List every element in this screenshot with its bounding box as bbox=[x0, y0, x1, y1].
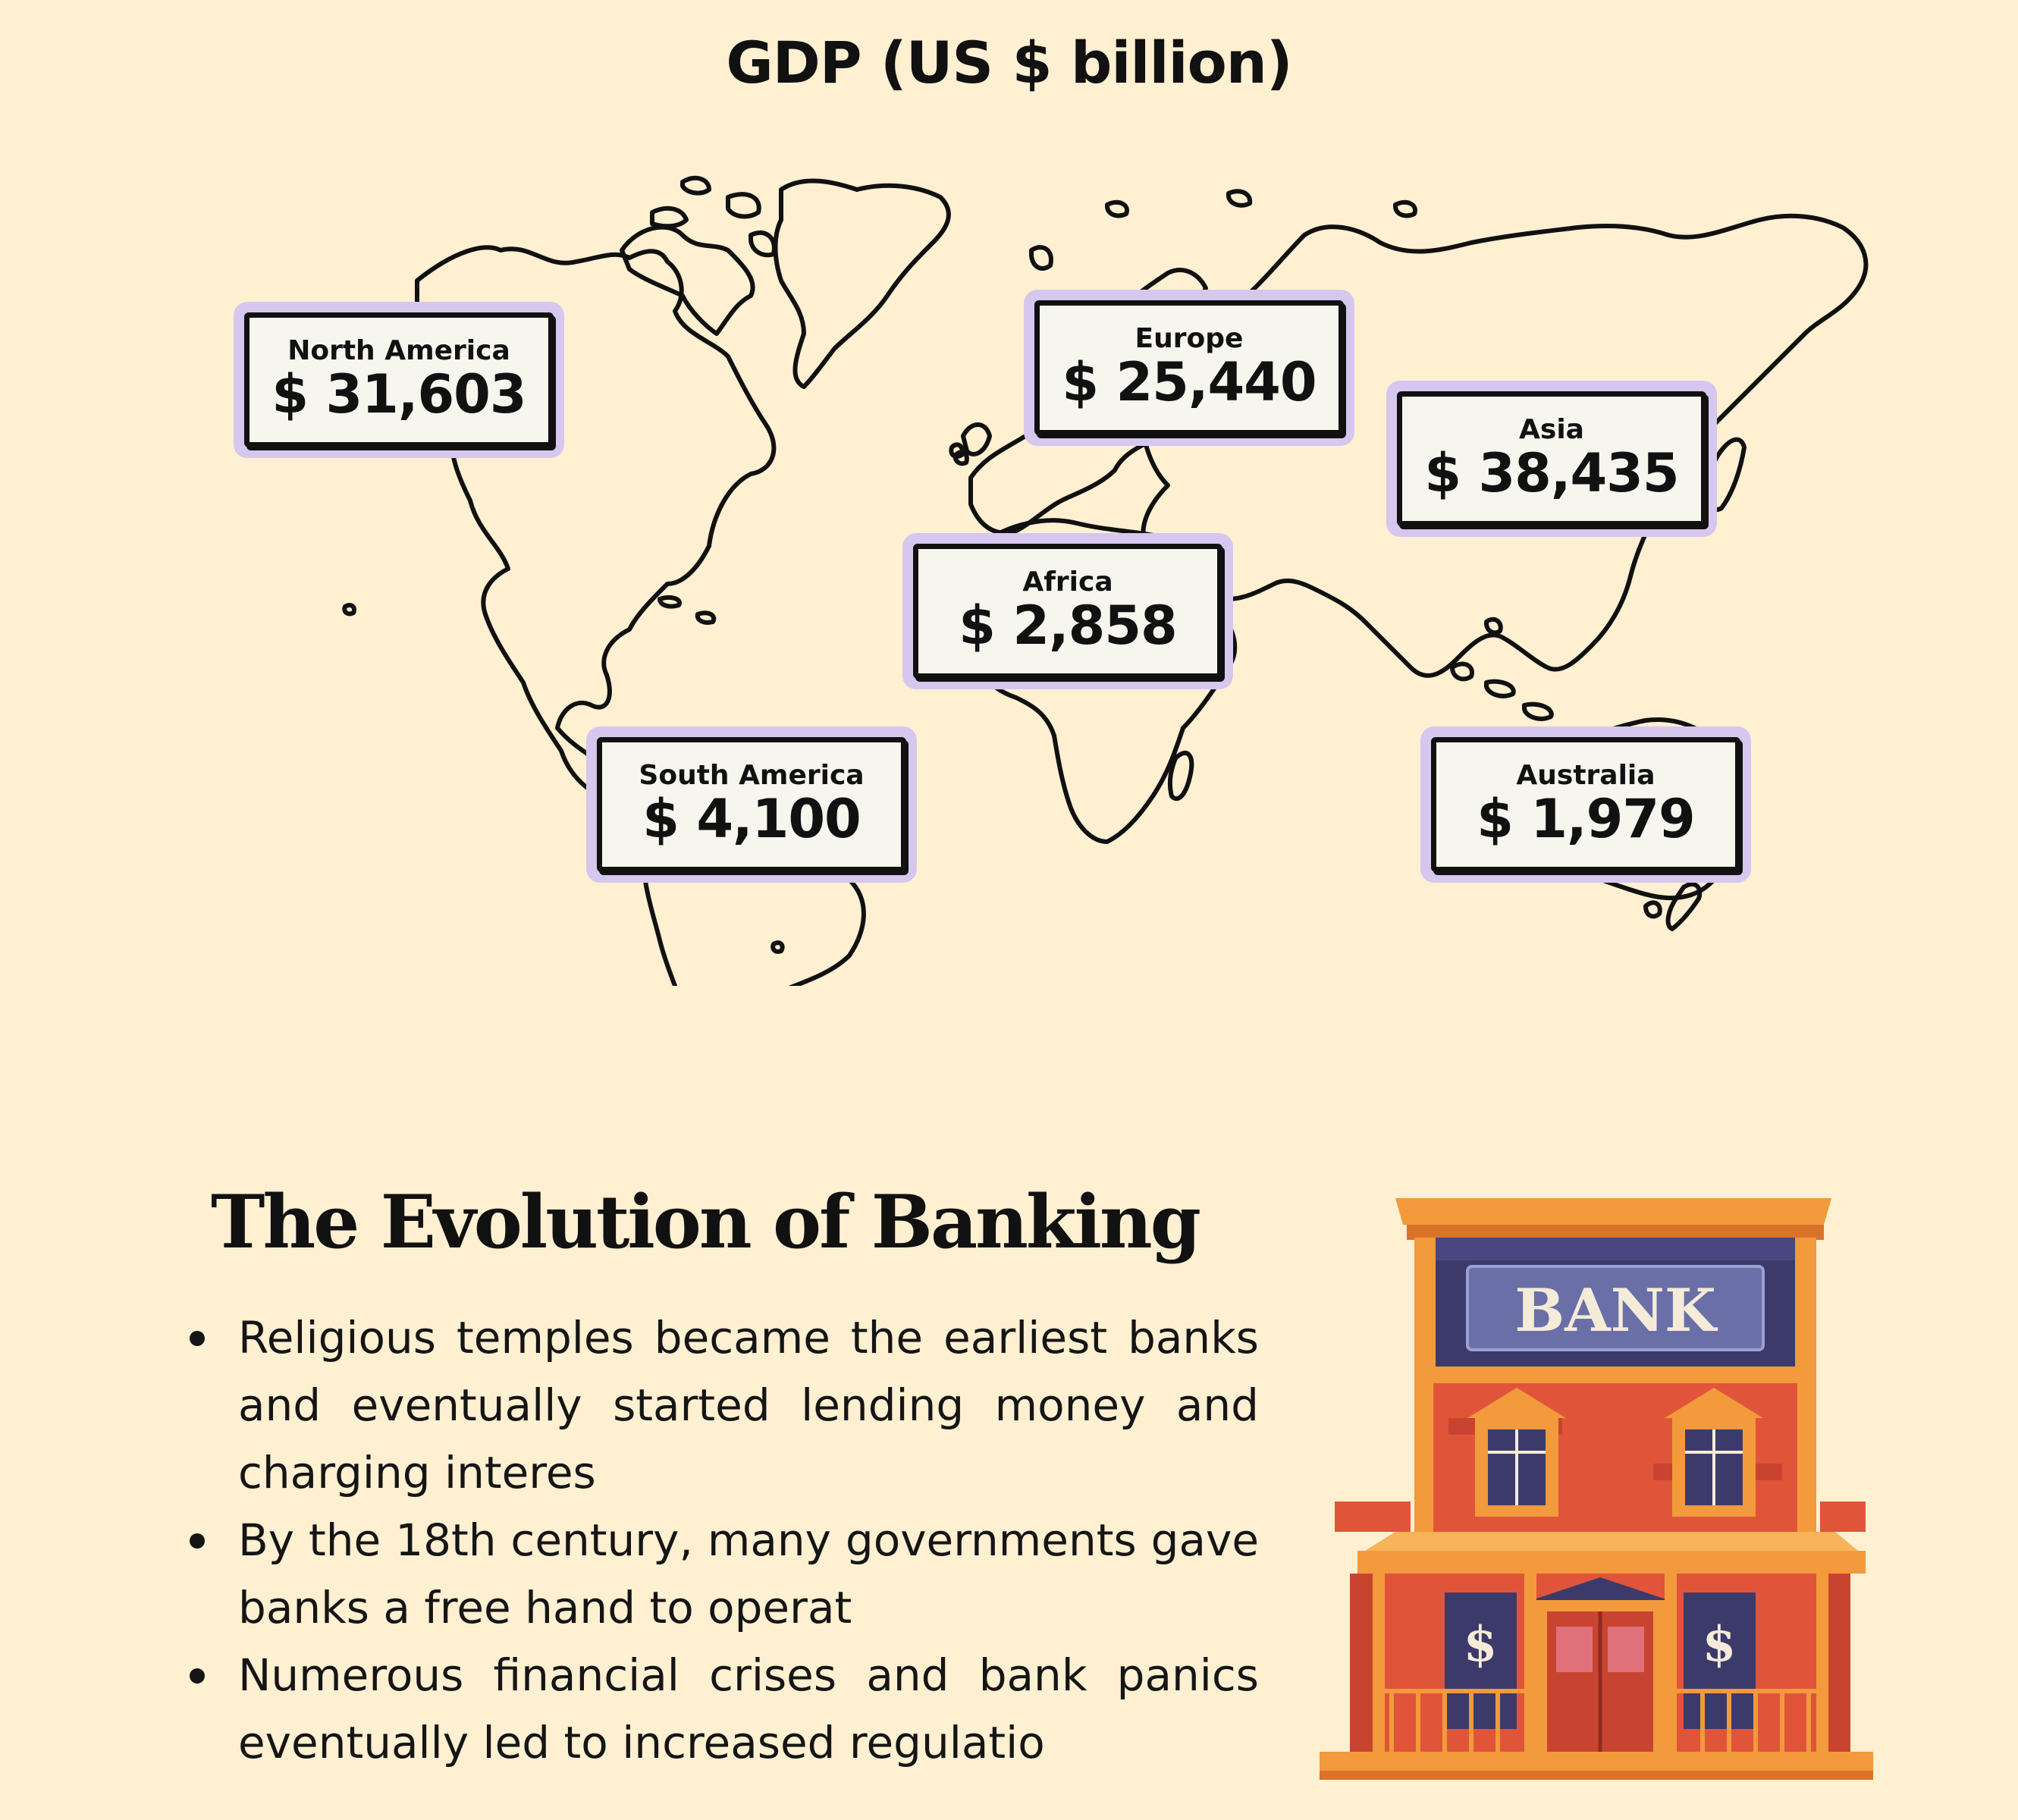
greenland-outline bbox=[773, 178, 951, 389]
bullet-list: Religious temples became the earliest ba… bbox=[190, 1304, 1259, 1777]
lower-window-right: $ bbox=[1684, 1592, 1756, 1729]
region-name: Asia bbox=[1519, 413, 1584, 445]
dollar-sign-left: $ bbox=[1464, 1616, 1498, 1673]
dollar-sign-right: $ bbox=[1703, 1616, 1737, 1673]
lower-window-left: $ bbox=[1445, 1592, 1517, 1729]
bullet-item: By the 18th century, many governments ga… bbox=[190, 1507, 1259, 1642]
region-gdp-value: $ 38,435 bbox=[1424, 442, 1679, 505]
section-heading: The Evolution of Banking bbox=[211, 1179, 1201, 1265]
region-card-africa: Africa $ 2,858 bbox=[902, 533, 1233, 689]
bullet-text: Numerous financial crises and bank panic… bbox=[238, 1649, 1259, 1768]
bullet-icon bbox=[190, 1533, 205, 1549]
region-card-asia: Asia $ 38,435 bbox=[1386, 381, 1717, 537]
region-card-australia: Australia $ 1,979 bbox=[1420, 726, 1751, 883]
region-card-inner: Asia $ 38,435 bbox=[1397, 391, 1706, 526]
porch-railing bbox=[1373, 1689, 1828, 1752]
uk-outline bbox=[961, 422, 992, 457]
bank-illustration: BANK $ $ bbox=[1320, 1198, 1873, 1780]
bullet-icon bbox=[190, 1331, 205, 1346]
bullet-icon bbox=[190, 1668, 205, 1684]
region-card-inner: Australia $ 1,979 bbox=[1431, 737, 1740, 872]
upper-window-right bbox=[1665, 1388, 1763, 1517]
region-card-north-america: North America $ 31,603 bbox=[234, 302, 564, 458]
region-name: South America bbox=[639, 759, 865, 791]
region-card-inner: South America $ 4,100 bbox=[597, 737, 906, 872]
bullet-item: Numerous financial crises and bank panic… bbox=[190, 1642, 1259, 1777]
north-america-outline bbox=[415, 245, 777, 826]
bank-sign-text: BANK bbox=[1514, 1276, 1718, 1345]
arctic-islands-outline bbox=[620, 224, 755, 336]
region-name: Australia bbox=[1516, 759, 1656, 791]
madagascar-outline bbox=[1167, 751, 1194, 802]
region-card-south-america: South America $ 4,100 bbox=[586, 726, 917, 883]
region-card-inner: Africa $ 2,858 bbox=[913, 544, 1222, 679]
chart-title: GDP (US $ billion) bbox=[726, 29, 1292, 96]
region-name: North America bbox=[287, 334, 510, 366]
region-name: Europe bbox=[1135, 322, 1244, 354]
new-zealand-outline bbox=[1665, 882, 1703, 931]
region-card-inner: Europe $ 25,440 bbox=[1034, 300, 1344, 435]
region-gdp-value: $ 2,858 bbox=[959, 595, 1177, 657]
region-card-europe: Europe $ 25,440 bbox=[1024, 290, 1354, 446]
bullet-text: Religious temples became the earliest ba… bbox=[238, 1312, 1259, 1498]
region-gdp-value: $ 31,603 bbox=[271, 363, 526, 426]
bullet-text: By the 18th century, many governments ga… bbox=[238, 1514, 1259, 1633]
upper-window-left bbox=[1467, 1388, 1566, 1517]
region-name: Africa bbox=[1022, 566, 1113, 598]
bank-door bbox=[1532, 1577, 1668, 1752]
region-gdp-value: $ 25,440 bbox=[1062, 351, 1317, 414]
region-gdp-value: $ 4,100 bbox=[642, 788, 861, 851]
region-gdp-value: $ 1,979 bbox=[1477, 788, 1695, 851]
region-card-inner: North America $ 31,603 bbox=[244, 312, 554, 447]
bullet-item: Religious temples became the earliest ba… bbox=[190, 1304, 1259, 1507]
